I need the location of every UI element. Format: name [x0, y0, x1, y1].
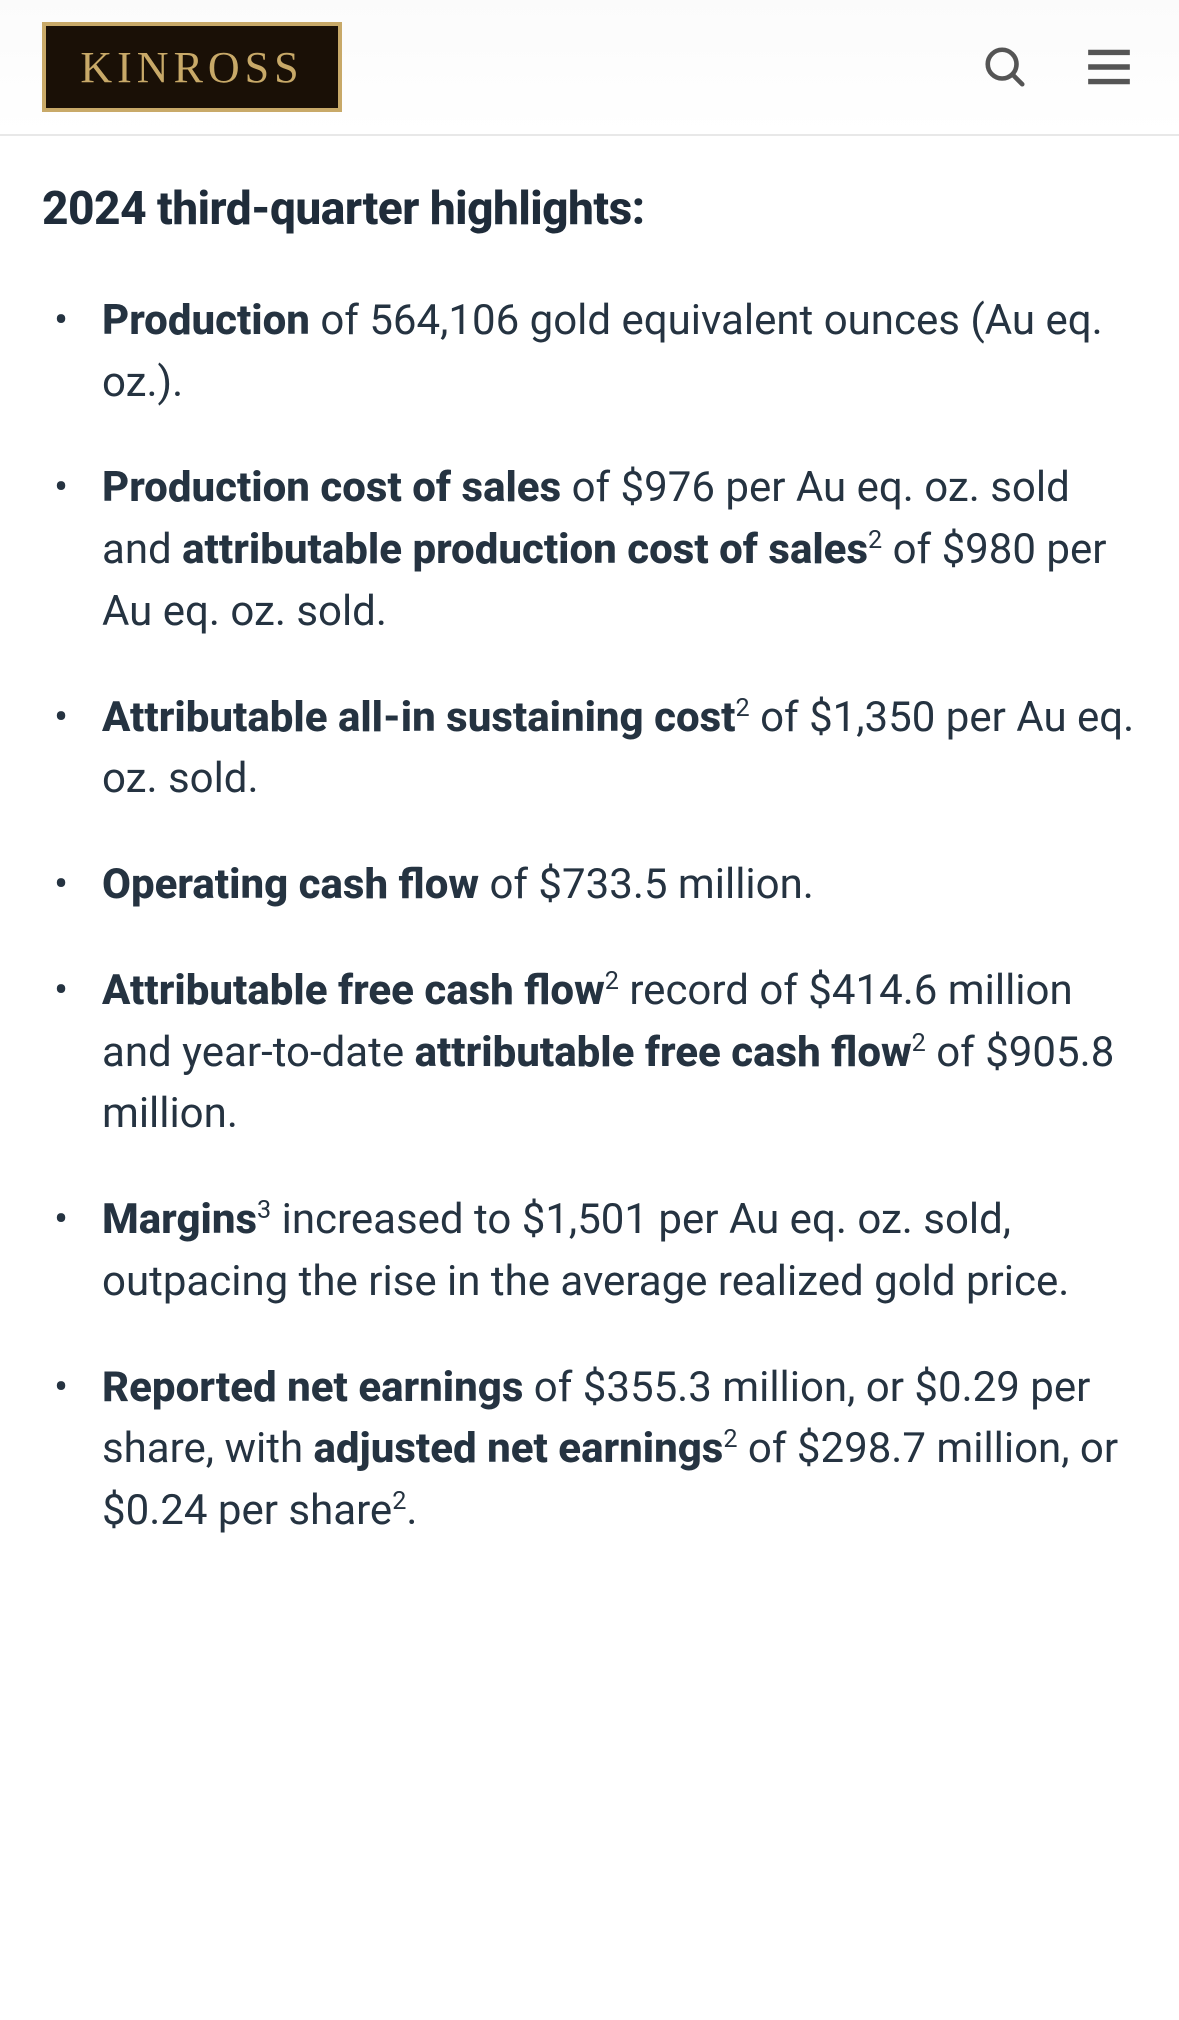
footnote-ref: 2: [723, 1425, 737, 1454]
bold-text: Production: [102, 296, 310, 345]
bold-text: attributable production cost of sales: [182, 525, 868, 574]
bold-text: Production cost of sales: [102, 463, 561, 512]
bold-text: Margins: [102, 1195, 257, 1244]
footnote-ref: 2: [605, 967, 619, 996]
list-item: Operating cash flow of $733.5 million.: [102, 854, 1137, 916]
bold-text: adjusted net earnings: [314, 1424, 724, 1473]
list-item: Reported net earnings of $355.3 million,…: [102, 1357, 1137, 1542]
logo-text: KINROSS: [80, 42, 303, 93]
highlights-list: Production of 564,106 gold equivalent ou…: [42, 290, 1137, 1542]
bold-text: Operating cash flow: [102, 860, 479, 909]
menu-icon[interactable]: [1081, 39, 1137, 95]
list-item: Margins3 increased to $1,501 per Au eq. …: [102, 1189, 1137, 1312]
footnote-ref: 2: [736, 694, 750, 723]
bold-text: attributable free cash flow: [415, 1028, 912, 1077]
header-actions: [977, 39, 1137, 95]
bold-text: Attributable all-in sustaining cost: [102, 693, 736, 742]
logo[interactable]: KINROSS: [42, 22, 342, 112]
bold-text: Reported net earnings: [102, 1363, 523, 1412]
list-item: Attributable all-in sustaining cost2 of …: [102, 687, 1137, 810]
page-title: 2024 third-quarter highlights:: [42, 182, 1137, 236]
footnote-ref: 3: [257, 1196, 271, 1225]
list-item: Production of 564,106 gold equivalent ou…: [102, 290, 1137, 413]
footnote-ref: 2: [392, 1487, 406, 1516]
main-content: 2024 third-quarter highlights: Productio…: [0, 136, 1179, 1542]
bold-text: Attributable free cash flow: [102, 966, 605, 1015]
list-item: Attributable free cash flow2 record of $…: [102, 960, 1137, 1145]
body-text: of $733.5 million.: [479, 860, 814, 909]
list-item: Production cost of sales of $976 per Au …: [102, 457, 1137, 642]
body-text: .: [406, 1486, 417, 1535]
footnote-ref: 2: [868, 526, 882, 555]
footnote-ref: 2: [912, 1029, 926, 1058]
header-bar: KINROSS: [0, 0, 1179, 136]
search-icon[interactable]: [977, 39, 1033, 95]
